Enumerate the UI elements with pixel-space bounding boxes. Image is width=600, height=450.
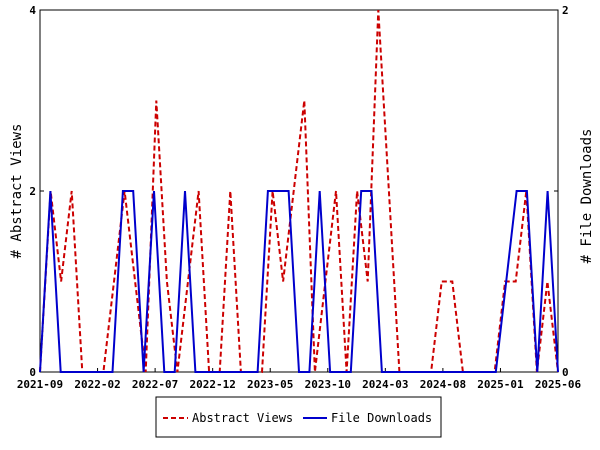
legend-label-abstract-views: Abstract Views	[192, 411, 293, 425]
x-tick-label: 2025-01	[477, 378, 524, 391]
x-tick-label: 2022-12	[189, 378, 235, 391]
x-axis: 2021-09 2022-02 2022-07 2022-12 2023-05 2023-…	[17, 368, 582, 391]
x-tick-label: 2023-05	[247, 378, 293, 391]
y-right-tick-label: 2	[562, 4, 569, 17]
y-axis-right-label: # File Downloads	[579, 129, 595, 264]
legend-label-file-downloads: File Downloads	[331, 411, 432, 425]
x-tick-label: 2023-10	[305, 378, 351, 391]
series-lines	[39, 9, 559, 373]
x-tick-label: 2022-02	[74, 378, 120, 391]
series-line-file-downloads	[39, 190, 559, 373]
x-tick-label: 2024-03	[362, 378, 408, 391]
plot-frame	[39, 9, 559, 373]
legend: Abstract Views File Downloads	[155, 396, 442, 438]
x-tick-label: 2022-07	[132, 378, 178, 391]
y-left-tick-label: 2	[29, 185, 36, 198]
y-left-tick-label: 0	[29, 366, 36, 379]
x-tick-label: 2025-06	[535, 378, 582, 391]
series-line-abstract-views	[39, 9, 559, 373]
y-axis-left: 0 2 4	[29, 4, 44, 379]
y-right-tick-label: 0	[562, 366, 569, 379]
x-tick-label: 2021-09	[17, 378, 63, 391]
y-axis-right: 02	[554, 4, 569, 379]
y-axis-left-label: # Abstract Views	[9, 124, 25, 259]
y-left-tick-label: 4	[29, 4, 36, 17]
legend-box	[155, 396, 442, 438]
x-tick-label: 2024-08	[420, 378, 466, 391]
